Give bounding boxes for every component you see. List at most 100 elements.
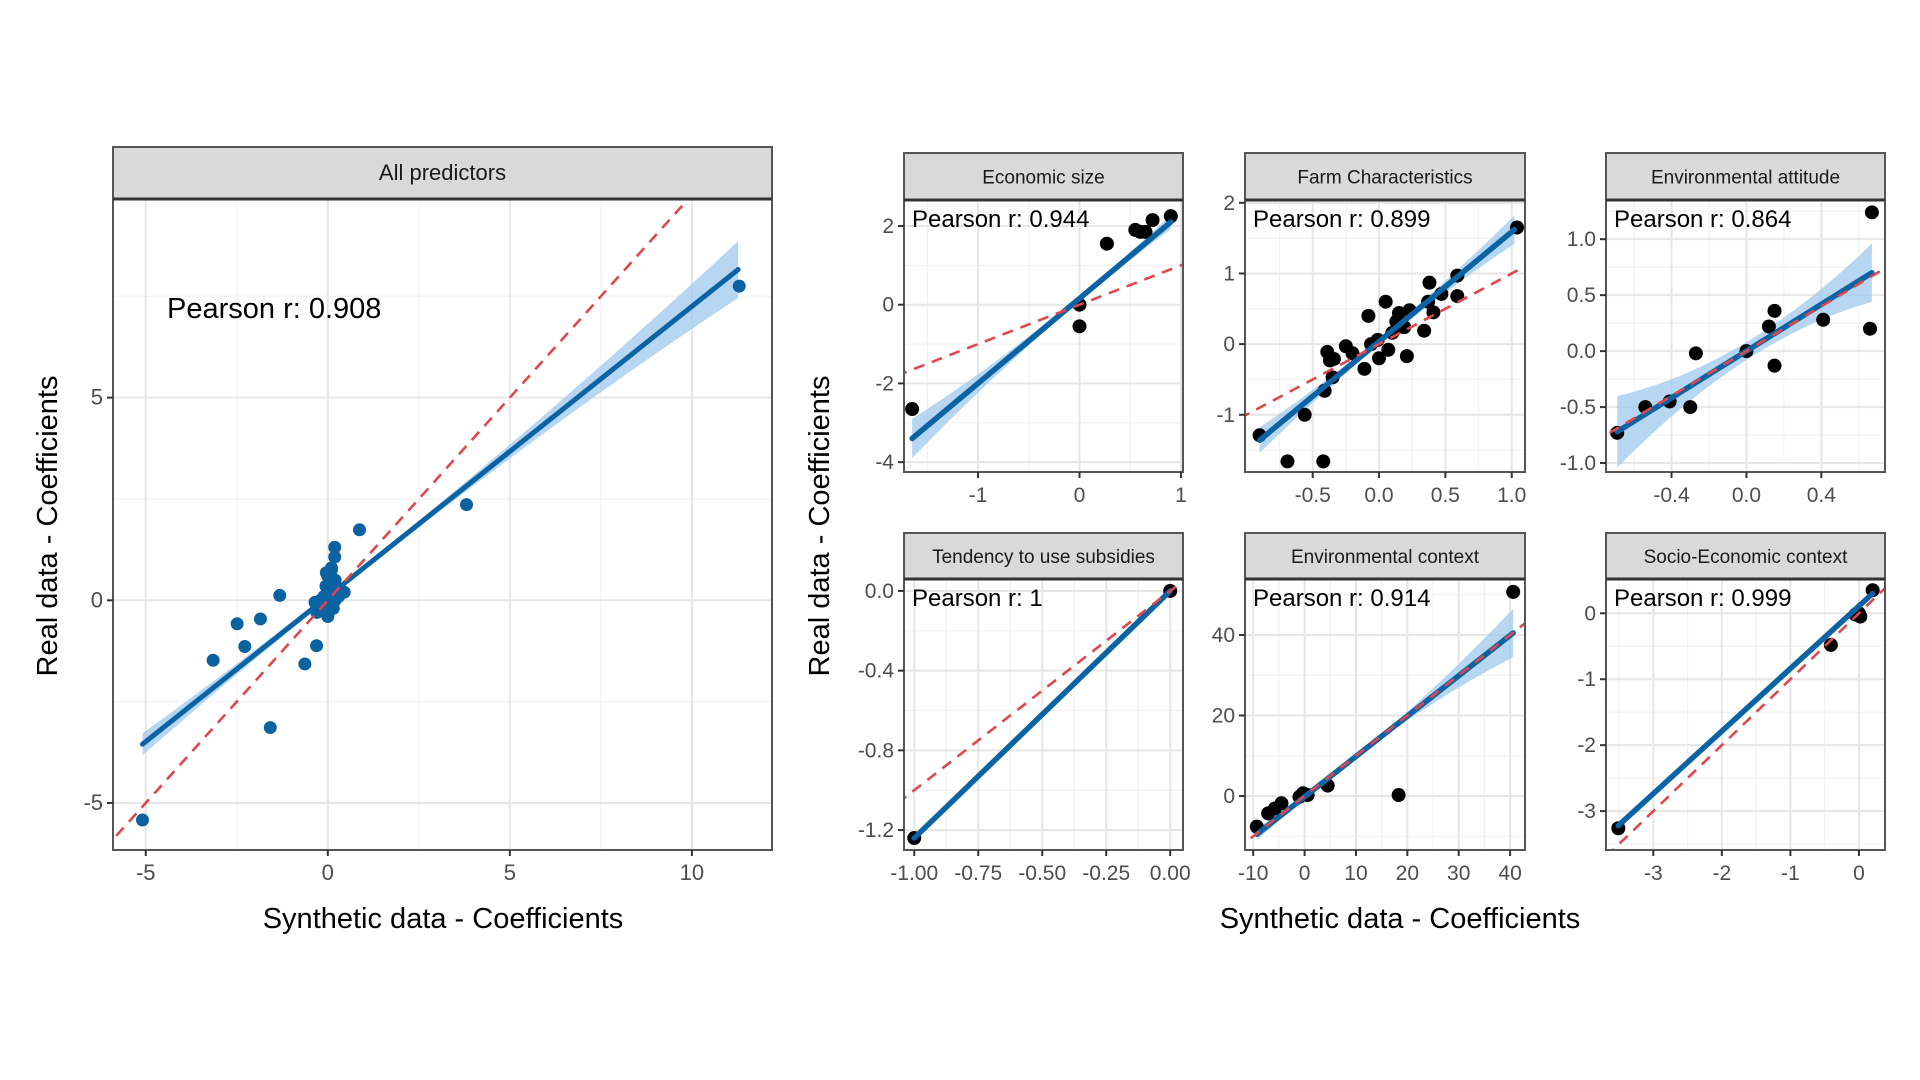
plot-layer [904,209,1183,459]
y-tick-label: 1 [1223,262,1235,285]
facet-title: Environmental context [1291,547,1480,568]
x-tick-label: 20 [1396,862,1419,885]
y-tick-label: 40 [1212,624,1235,647]
x-tick-label: -1.00 [890,862,938,885]
x-tick-label: 1 [1175,484,1187,507]
data-point [732,279,746,293]
data-point [1280,454,1295,469]
y-tick-label: -0.4 [858,660,895,683]
x-tick-label: 0.0 [1732,484,1761,507]
data-point [1823,637,1838,652]
y-tick-label: 0 [91,587,103,612]
data-point [1816,312,1831,327]
regression-line [1615,590,1876,829]
regression-line [1256,226,1518,443]
x-tick-label: 0.4 [1807,484,1837,507]
data-point [310,639,324,653]
gridlines [1606,579,1885,850]
plot-background [113,199,772,850]
x-tick-label: 0.5 [1431,484,1460,507]
data-point [1326,351,1341,366]
facet-panel: Pearson r: 0.914 Environmental context -10… [1212,532,1526,885]
data-point [1372,351,1387,366]
data-point [263,721,277,735]
facet-strip [1605,532,1886,580]
facet-title: Environmental attitude [1651,168,1840,189]
y-tick-label: 0 [1223,785,1235,808]
identity-line [1610,586,1885,850]
facet-title: Socio-Economic context [1644,547,1849,568]
data-point [1422,275,1437,290]
data-point [298,657,312,671]
facet-panel: Pearson r: 0.944 Economic size -1 0 1 -4 -2 0 2 [875,152,1187,507]
data-point [1357,361,1372,376]
data-point [238,640,252,654]
facet-strip [112,146,773,200]
data-point [135,813,149,827]
facet-strip [903,532,1184,580]
x-tick-label: 0.0 [1364,484,1393,507]
x-tick-label: 5 [504,860,516,885]
x-tick-label: -5 [136,860,156,885]
y-tick-label: -2 [1577,734,1596,757]
pearson-label: Pearson r: 0.999 [1614,585,1791,612]
left-y-axis-title: Real data - Coefficients [32,376,64,677]
x-tick-label: -0.50 [1018,862,1066,885]
facet-panel: Pearson r: 0.999 Socio-Economic context -3… [1577,532,1886,885]
y-tick-label: 1.0 [1567,228,1596,251]
y-tick-label: -4 [875,451,894,474]
x-tick-label: 10 [1344,862,1367,885]
data-point [1864,205,1879,220]
plot-layer [1610,583,1885,850]
x-tick-label: 0 [322,860,334,885]
pearson-label: Pearson r: 0.899 [1253,206,1430,233]
data-point [328,550,342,564]
facet-strip [1605,152,1886,201]
pearson-label: Pearson r: 0.944 [912,206,1089,233]
facet-title: Farm Characteristics [1297,168,1472,189]
data-point [321,610,335,624]
y-tick-label: -3 [1577,800,1596,823]
y-tick-label: 0 [1584,602,1596,625]
facet-strip [903,152,1184,201]
pearson-label: Pearson r: 0.908 [167,293,381,325]
facet-title: Tendency to use subsidies [932,547,1155,568]
data-point [328,593,342,607]
data-point [1099,236,1114,251]
data-point [1399,349,1414,364]
facet-strip [1244,532,1526,580]
x-tick-label: 0 [1074,484,1086,507]
data-point [1391,788,1406,803]
identity-line [904,579,1183,800]
data-point [1361,308,1376,323]
facet-panel: Pearson r: 1 Tendency to use subsidies -1.… [858,532,1191,885]
data-point [1381,342,1396,357]
y-tick-label: -2 [875,372,894,395]
y-tick-label: -0.5 [1560,396,1596,419]
right-y-axis-title: Real data - Coefficients [804,376,836,677]
y-tick-label: 0.5 [1567,284,1596,307]
data-point [1417,323,1432,338]
data-point [1688,346,1703,361]
x-tick-label: 1.0 [1497,484,1526,507]
data-point [273,588,287,602]
x-tick-label: -0.5 [1295,484,1331,507]
regression-line [909,219,1174,442]
data-point [352,523,366,537]
y-tick-label: 20 [1212,705,1235,728]
y-tick-label: -1 [1216,404,1235,427]
y-tick-label: -1.2 [858,819,894,842]
facet-title: All predictors [379,160,506,185]
data-point [1391,306,1406,321]
facet-title: Economic size [982,168,1105,189]
data-point [1145,213,1160,228]
data-point [1378,294,1393,309]
y-tick-label: 0 [882,294,894,317]
x-tick-label: 0.00 [1150,862,1191,885]
identity-line [1245,621,1525,845]
data-point [1274,796,1289,811]
regression-line [911,588,1173,841]
data-point [1506,584,1521,599]
identity-line [1245,264,1525,417]
